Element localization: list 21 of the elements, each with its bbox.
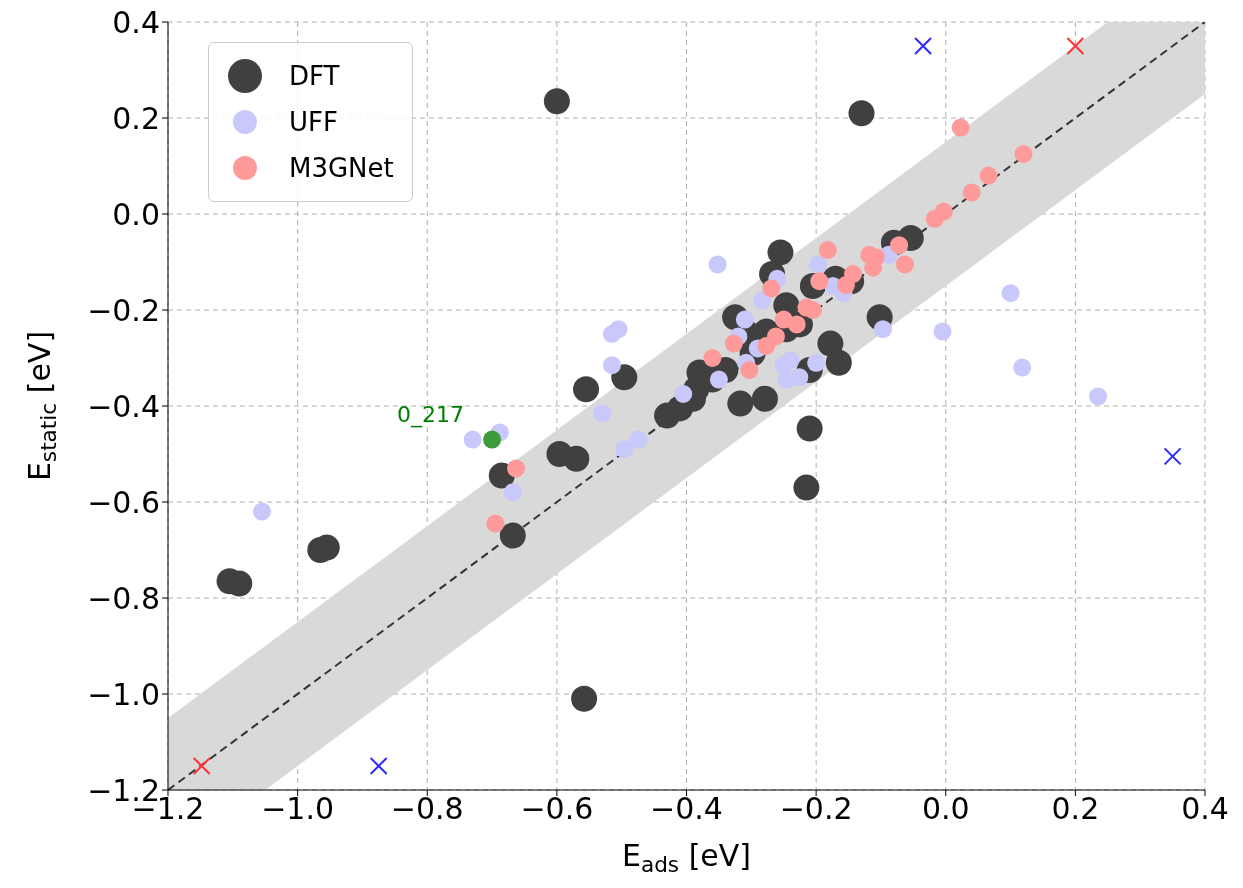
x-tick-label: 0.4	[1181, 791, 1229, 827]
y-tick-label: 0.4	[112, 4, 160, 40]
legend-label: UFF	[289, 107, 338, 137]
x-axis-title: E$_{ads}$ [eV]	[621, 838, 752, 877]
y-tick-label: −0.8	[87, 580, 160, 616]
x-tick-label: −0.6	[520, 791, 594, 827]
legend-label: DFT	[289, 61, 340, 91]
legend-label: M3GNet	[289, 153, 394, 183]
x-tick-label: −0.4	[650, 791, 723, 827]
y-tick-label: −1.0	[87, 676, 160, 712]
x-tick-label: −1.0	[261, 791, 335, 827]
y-tick-label: −0.4	[87, 388, 160, 424]
y-tick-label: −0.2	[87, 292, 160, 328]
y-tick-label: 0.2	[112, 100, 160, 136]
x-tick-label: −0.8	[390, 791, 464, 827]
y-tick-label: 0.0	[112, 196, 160, 232]
annotation: 0_217	[397, 401, 465, 428]
x-tick-label: 0.2	[1051, 791, 1100, 827]
x-tick-label: −0.2	[779, 791, 853, 827]
x-tick-label: 0.0	[921, 791, 970, 827]
y-tick-label: −0.6	[87, 484, 160, 520]
